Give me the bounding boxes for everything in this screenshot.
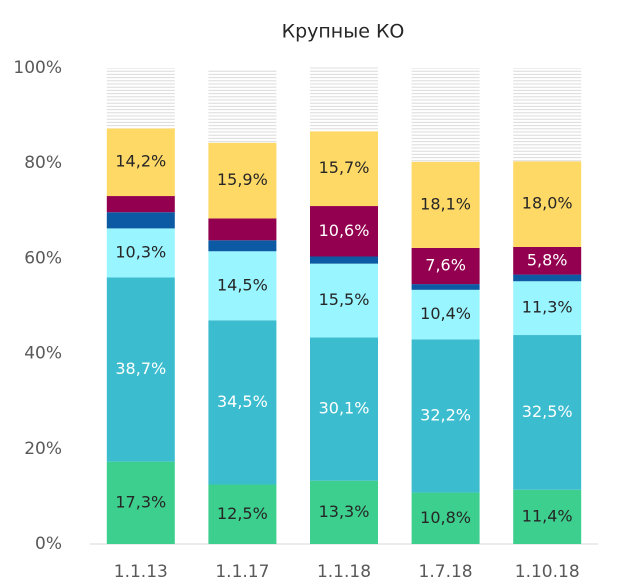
bar-segment (106, 196, 175, 213)
data-label: 10,4% (420, 304, 471, 323)
data-label: 10,8% (420, 508, 471, 527)
data-label: 10,3% (115, 242, 166, 261)
bar-segment (513, 161, 582, 247)
y-tick-label: 0% (35, 534, 62, 554)
data-label: 14,5% (217, 275, 268, 294)
x-tick-label: 1.10.18 (515, 562, 580, 582)
bar-segment (106, 68, 175, 129)
y-tick-label: 40% (24, 344, 62, 364)
bar-segment (513, 274, 582, 282)
data-label: 32,5% (522, 402, 573, 421)
data-label: 17,3% (115, 492, 166, 511)
x-tick-label: 1.1.13 (114, 562, 168, 582)
bar-segment (106, 277, 175, 462)
bar-segment (208, 251, 277, 321)
bar-segment (411, 284, 480, 290)
data-label: 5,8% (527, 250, 568, 269)
bar-segment (310, 480, 378, 544)
bar-segment (208, 240, 277, 252)
bar-segment (208, 320, 277, 485)
data-label: 38,7% (115, 359, 166, 378)
data-label: 15,5% (319, 290, 370, 309)
bar-segment (310, 206, 378, 257)
bar-segment (411, 161, 480, 248)
data-label: 11,3% (522, 298, 573, 317)
data-label: 15,7% (319, 158, 370, 177)
bar-segment (513, 335, 582, 490)
data-label: 10,6% (319, 221, 370, 240)
bar-segment (208, 142, 277, 219)
y-tick-label: 20% (24, 439, 62, 459)
bar-segment (411, 492, 480, 544)
bar-segment (310, 337, 378, 481)
data-label: 32,2% (420, 405, 471, 424)
bar-segment (106, 128, 175, 197)
bar-segment (310, 263, 378, 338)
bar-segment (208, 484, 277, 544)
bar-segment (513, 489, 582, 544)
bar-segment (106, 461, 175, 544)
bar-segment (411, 247, 480, 285)
data-label: 12,5% (217, 504, 268, 523)
data-label: 18,1% (420, 194, 471, 213)
data-label: 18,0% (522, 194, 573, 213)
x-tick-label: 1.7.18 (419, 562, 473, 582)
y-tick-label: 80% (24, 153, 62, 173)
data-label: 14,2% (115, 152, 166, 171)
bar-segment (411, 339, 480, 493)
y-tick-label: 100% (13, 58, 62, 78)
bar-segment (208, 218, 277, 241)
data-label: 11,4% (522, 506, 573, 525)
bar-segment (208, 70, 277, 143)
y-tick-label: 60% (24, 248, 62, 268)
bar-segment (513, 246, 582, 275)
bar-segment (411, 289, 480, 340)
bar-segment (310, 67, 378, 132)
bar-segment (513, 281, 582, 336)
x-tick-label: 1.1.17 (215, 562, 269, 582)
bar-segment (310, 256, 378, 264)
data-label: 7,6% (425, 256, 466, 275)
data-label: 30,1% (319, 399, 370, 418)
data-label: 34,5% (217, 392, 268, 411)
data-label: 13,3% (319, 502, 370, 521)
bar-segment (310, 131, 378, 207)
bar-segment (411, 68, 480, 162)
x-tick-label: 1.1.18 (317, 562, 371, 582)
chart-title: Крупные КО (282, 21, 405, 43)
bar-segment (513, 68, 582, 162)
bar-segment (106, 228, 175, 278)
bar-segment (106, 212, 175, 229)
data-label: 15,9% (217, 170, 268, 189)
